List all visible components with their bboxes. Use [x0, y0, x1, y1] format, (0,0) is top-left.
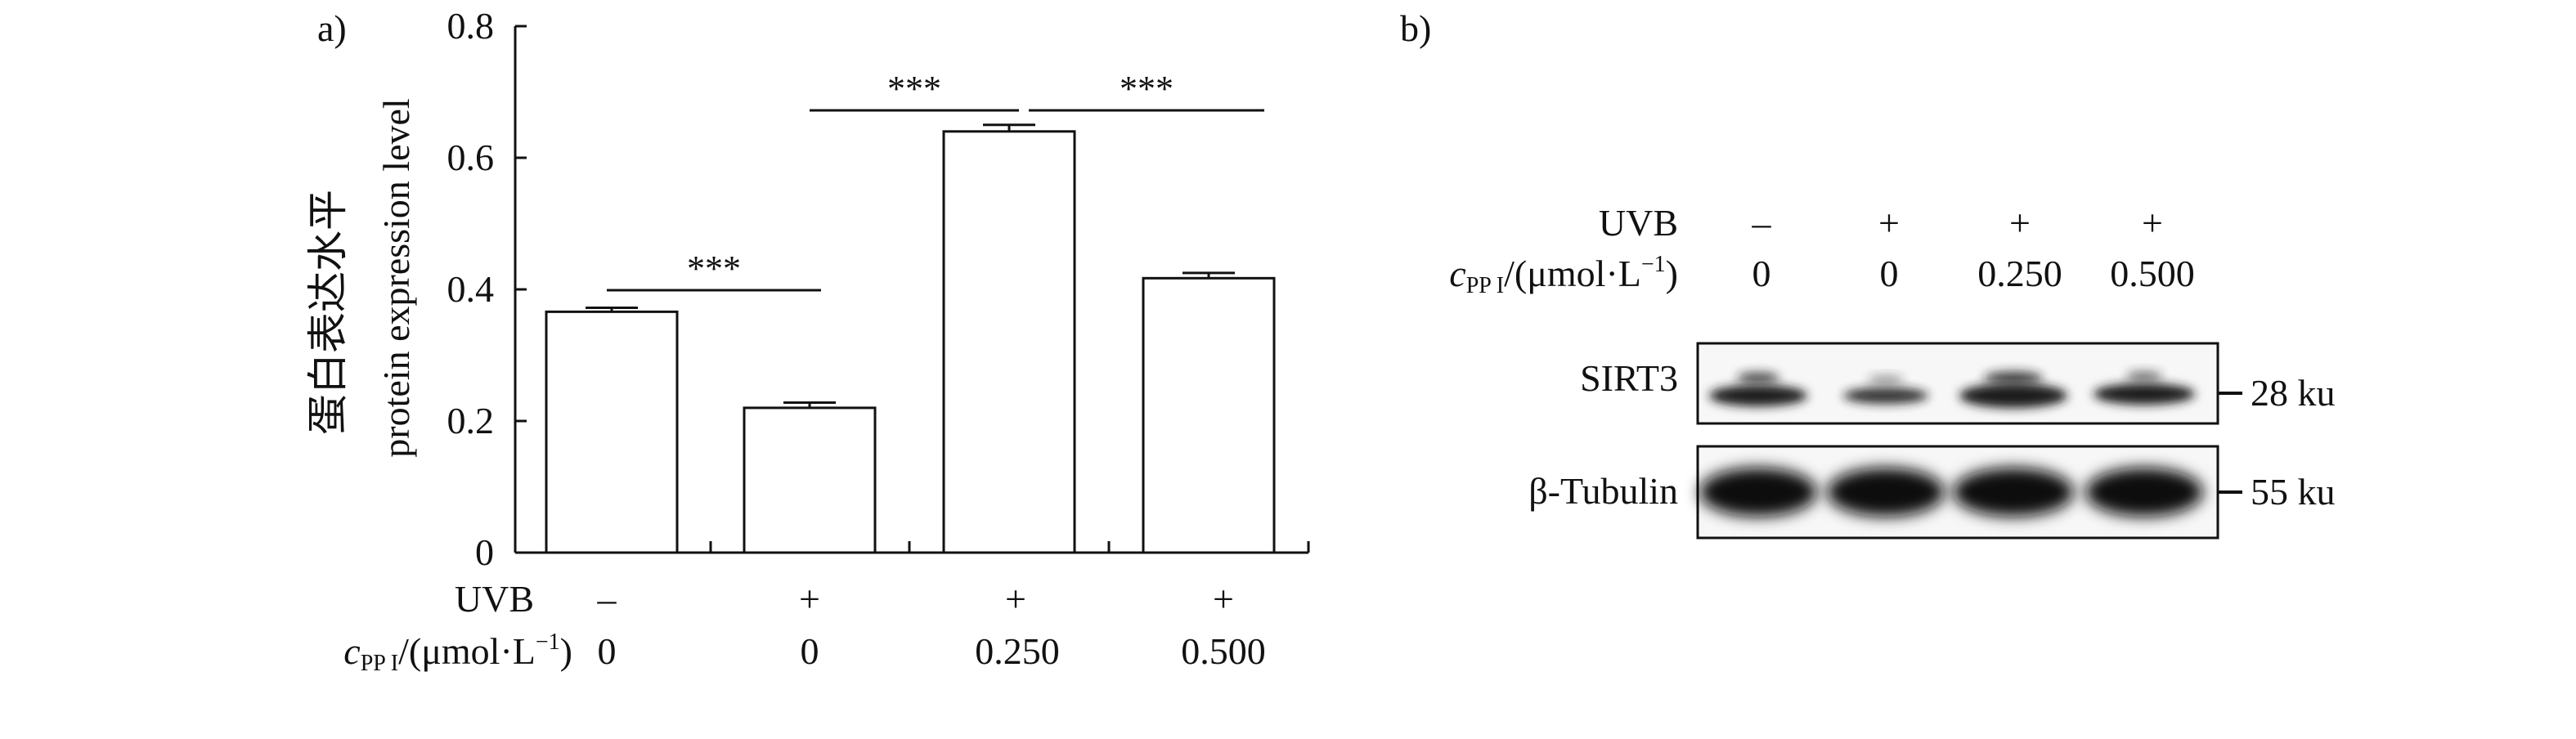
- y-tick-label-3: 0.6: [447, 137, 495, 178]
- sirt3-band-4: [2094, 383, 2195, 405]
- y-tick-label-1: 0.2: [447, 400, 495, 441]
- treatment-table-b: UVB cPP I/(μmol·L−1) – + + +0 0 0.250 0.500: [1449, 202, 2194, 298]
- significance-label-2: ***: [887, 69, 941, 109]
- blot-tubulin-name: β-Tubulin: [1528, 470, 1678, 512]
- y-tick-label-4: 0.8: [447, 5, 495, 47]
- tubulin-band-3: [1953, 468, 2074, 517]
- blot-sirt3-bands: [1709, 371, 2195, 408]
- panel-b: b) UVB cPP I/(μmol·L−1) – + + +0 0 0.250 0.500…: [1400, 7, 2336, 540]
- treatment-b-r2-c2: 0: [1880, 253, 1899, 294]
- uvb-row-label: UVB: [455, 578, 534, 620]
- treatment-cells-a: – + + +0 0 0.250 0.500: [597, 578, 1266, 672]
- treatment-b-r1-c3: +: [2009, 202, 2031, 244]
- panel-b-label: b): [1400, 7, 1431, 49]
- treatment-table-a: UVB cPP I/(μmol·L−1) – + + +0 0 0.250 0.500: [343, 578, 1265, 676]
- bar-3: [942, 130, 1076, 554]
- sirt3-band-1-upper: [1737, 372, 1779, 383]
- sirt3-band-2: [1843, 387, 1928, 404]
- conc-unit-b: /(μmol·L: [1504, 253, 1641, 294]
- conc-unit-sup: −1: [536, 629, 560, 655]
- blot-sirt3-size: 28 ku: [2251, 372, 2336, 414]
- conc-subscript: PP I: [361, 651, 398, 676]
- sirt3-band-3-upper: [1984, 371, 2043, 384]
- treatment-a-r1-c4: +: [1213, 578, 1234, 620]
- treatment-cells-b: – + + +0 0 0.250 0.500: [1752, 202, 2195, 294]
- conc-unit-close: ): [560, 630, 572, 672]
- treatment-a-r1-c1: –: [597, 578, 617, 620]
- uvb-row-label-b: UVB: [1599, 202, 1678, 244]
- sirt3-band-3: [1959, 383, 2067, 408]
- significance-label-3: ***: [1120, 69, 1174, 109]
- sirt3-band-2-upper: [1868, 375, 1904, 383]
- tubulin-band-2: [1827, 468, 1945, 517]
- treatment-b-r1-c2: +: [1878, 202, 1900, 244]
- blot-tubulin-bands: [1699, 468, 2203, 517]
- conc-subscript-b: PP I: [1466, 273, 1504, 298]
- blot-tubulin-size: 55 ku: [2251, 471, 2336, 513]
- y-axis-label-en: protein expression level: [375, 98, 417, 457]
- blot-sirt3-name: SIRT3: [1580, 357, 1678, 399]
- conc-row-label: cPP I/(μmol·L−1): [343, 629, 572, 676]
- y-tick-label-2: 0.4: [447, 268, 495, 310]
- treatment-b-r1-c1: –: [1752, 202, 1772, 244]
- blot-sirt3-frame: [1696, 342, 2219, 425]
- treatment-a-r1-c2: +: [799, 578, 820, 620]
- blot-sirt3: SIRT3 28 ku: [1580, 342, 2336, 425]
- conc-unit: /(μmol·L: [398, 630, 536, 672]
- treatment-b-r2-c3: 0.250: [1977, 253, 2062, 294]
- treatment-b-r1-c4: +: [2142, 202, 2163, 244]
- conc-unit-sup-b: −1: [1641, 252, 1666, 277]
- conc-unit-close-b: ): [1666, 253, 1678, 294]
- conc-symbol: c: [343, 630, 360, 672]
- treatment-a-r1-c3: +: [1005, 578, 1026, 620]
- panel-a: a) 蛋白表达水平 protein expression level 00.20…: [304, 5, 1310, 676]
- treatment-a-r2-c3: 0.250: [975, 630, 1060, 672]
- bar-2: [743, 406, 877, 554]
- treatment-b-r2-c1: 0: [1752, 253, 1771, 294]
- treatment-a-r2-c2: 0: [801, 630, 819, 672]
- sirt3-band-4-upper: [2126, 371, 2162, 381]
- tubulin-band-1: [1699, 468, 1817, 517]
- y-tick-label-0: 0: [475, 531, 494, 573]
- tubulin-band-4: [2085, 468, 2203, 517]
- significance-label-1: ***: [687, 249, 741, 289]
- panel-a-label: a): [317, 7, 347, 49]
- treatment-a-r2-c1: 0: [598, 630, 617, 672]
- bar-plot: 0 0.2 0.4 0.6 0.8 *** *** ***: [447, 5, 1310, 573]
- treatment-b-r2-c4: 0.500: [2110, 253, 2195, 294]
- conc-symbol-b: c: [1449, 253, 1465, 294]
- bar-1: [545, 310, 679, 554]
- conc-row-label-b: cPP I/(μmol·L−1): [1449, 252, 1678, 298]
- blot-tubulin: β-Tubulin 55 ku: [1528, 445, 2336, 540]
- bar-4: [1142, 276, 1276, 554]
- y-axis-label-zh: 蛋白表达水平: [304, 190, 352, 435]
- sirt3-band-1: [1709, 385, 1807, 406]
- treatment-a-r2-c4: 0.500: [1181, 630, 1266, 672]
